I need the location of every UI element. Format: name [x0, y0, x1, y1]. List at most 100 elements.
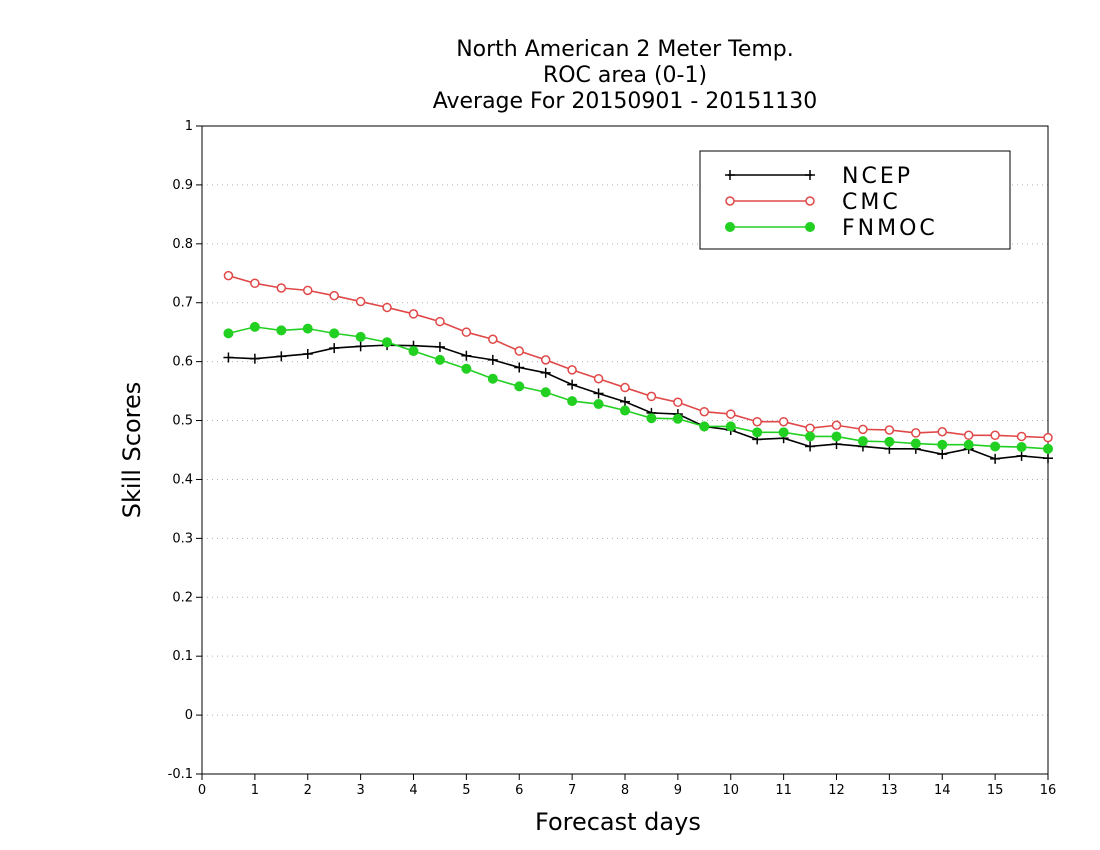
- point-ncep: [461, 350, 472, 361]
- x-tick-label: 12: [828, 783, 845, 798]
- point-fnmoc: [672, 413, 683, 424]
- point-fnmoc: [408, 346, 419, 357]
- point-ncep: [249, 353, 260, 364]
- x-tick-label: 7: [568, 783, 576, 798]
- point-cmc: [884, 425, 895, 435]
- point-cmc: [593, 373, 604, 384]
- x-tick-label: 16: [1040, 783, 1057, 798]
- point-cmc: [355, 296, 366, 307]
- legend-marker-ncep: [805, 170, 815, 180]
- point-fnmoc: [593, 399, 604, 410]
- point-ncep: [805, 441, 816, 452]
- series-fnmoc: [223, 321, 1053, 454]
- point-fnmoc: [276, 325, 287, 336]
- legend-marker-fnmoc: [725, 222, 735, 232]
- point-fnmoc: [620, 405, 630, 416]
- point-cmc: [1016, 431, 1027, 442]
- x-tick-label: 10: [722, 783, 739, 798]
- x-tick-label: 11: [775, 783, 792, 798]
- y-tick-label: 0.3: [172, 531, 193, 546]
- x-tick-label: 0: [198, 783, 206, 798]
- y-tick-label: 0.6: [172, 355, 193, 370]
- chart-title-line-1: North American 2 Meter Temp.: [456, 37, 794, 62]
- x-axis-label: Forecast days: [535, 808, 701, 836]
- point-fnmoc: [249, 321, 260, 332]
- point-fnmoc: [355, 331, 366, 342]
- x-tick-label: 9: [674, 783, 682, 798]
- series-line-fnmoc: [228, 326, 1049, 450]
- point-cmc: [805, 423, 815, 433]
- point-cmc: [250, 278, 260, 289]
- x-tick-label: 3: [356, 783, 364, 798]
- point-ncep: [567, 379, 578, 390]
- x-tick-label: 14: [934, 783, 951, 798]
- point-cmc: [567, 365, 577, 375]
- point-ncep: [276, 351, 287, 362]
- y-tick-label: 0.8: [172, 237, 193, 252]
- point-ncep: [1016, 450, 1027, 461]
- point-fnmoc: [434, 354, 445, 365]
- point-cmc: [778, 416, 789, 427]
- point-fnmoc: [382, 337, 393, 348]
- point-cmc: [937, 426, 947, 437]
- point-ncep: [1043, 453, 1053, 464]
- point-ncep: [434, 341, 445, 352]
- point-ncep: [990, 453, 1001, 464]
- point-fnmoc: [329, 328, 340, 339]
- x-tick-label: 4: [409, 783, 417, 798]
- y-tick-label: 0.2: [172, 590, 193, 605]
- point-fnmoc: [223, 328, 234, 339]
- point-ncep: [487, 354, 498, 365]
- legend-marker-cmc: [725, 196, 735, 206]
- point-fnmoc: [1016, 442, 1027, 453]
- data-series: [223, 270, 1053, 464]
- y-tick-label: 0.4: [172, 472, 193, 487]
- point-fnmoc: [514, 381, 525, 392]
- point-cmc: [990, 430, 1000, 441]
- point-cmc: [620, 382, 630, 393]
- legend-label-ncep: NCEP: [842, 164, 913, 189]
- y-tick-label: 0.7: [172, 296, 193, 311]
- series-ncep: [223, 340, 1053, 464]
- legend-label-fnmoc: FNMOC: [842, 216, 938, 241]
- series-line-ncep: [228, 344, 1049, 460]
- chart-title-line-3: Average For 20150901 - 20151130: [432, 89, 818, 114]
- point-ncep: [593, 388, 604, 399]
- y-tick-label: 0.5: [172, 414, 193, 429]
- chart-title-line-2: ROC area (0-1): [542, 63, 708, 88]
- y-tick-label: 0: [185, 708, 193, 723]
- point-cmc: [699, 406, 710, 417]
- point-fnmoc: [884, 436, 895, 447]
- point-cmc: [858, 424, 868, 435]
- point-cmc: [329, 290, 339, 301]
- point-cmc: [488, 334, 498, 345]
- point-cmc: [276, 283, 287, 293]
- point-cmc: [646, 391, 657, 402]
- point-ncep: [223, 352, 234, 363]
- point-cmc: [382, 302, 392, 313]
- point-fnmoc: [990, 441, 1001, 452]
- x-tick-label: 15: [987, 783, 1004, 798]
- series-line-cmc: [228, 274, 1049, 439]
- point-cmc: [726, 409, 736, 419]
- point-cmc: [461, 327, 472, 337]
- legend-marker-fnmoc: [805, 222, 815, 232]
- point-cmc: [223, 270, 234, 281]
- x-tick-label: 8: [621, 783, 629, 798]
- point-cmc: [911, 428, 921, 438]
- point-ncep: [355, 341, 366, 352]
- point-fnmoc: [699, 421, 710, 432]
- point-cmc: [831, 420, 842, 431]
- point-cmc: [752, 416, 762, 427]
- point-fnmoc: [487, 373, 498, 384]
- point-cmc: [408, 309, 419, 319]
- point-fnmoc: [752, 427, 763, 438]
- point-fnmoc: [646, 413, 657, 424]
- point-cmc: [540, 355, 551, 365]
- legend-marker-cmc: [805, 196, 815, 206]
- point-fnmoc: [805, 431, 816, 442]
- y-axis-label: Skill Scores: [118, 381, 146, 519]
- point-cmc: [435, 316, 445, 327]
- point-fnmoc: [1043, 443, 1053, 454]
